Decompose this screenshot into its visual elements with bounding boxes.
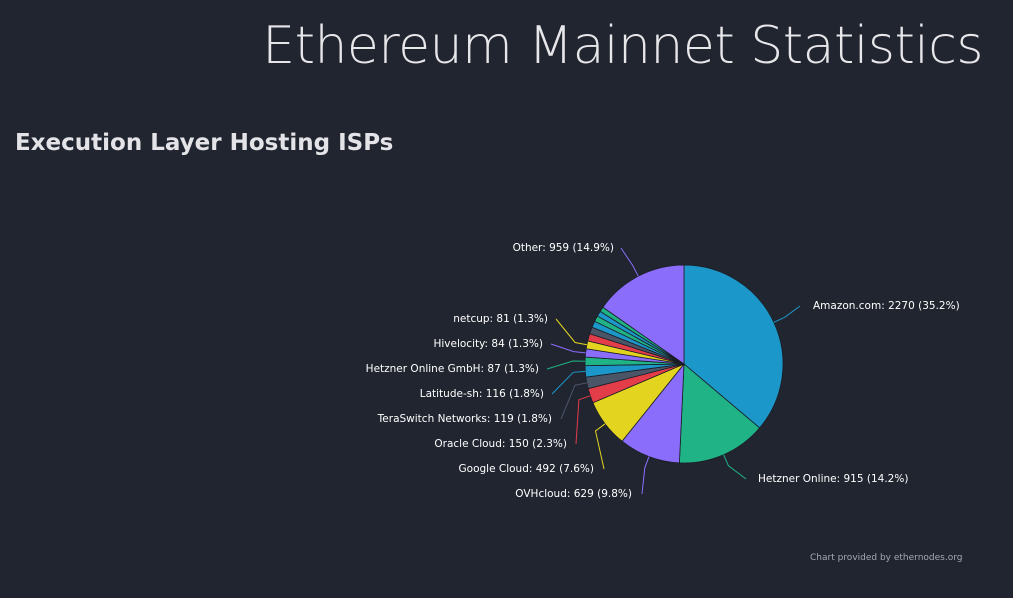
leader-line (594, 423, 606, 470)
slice-label: Google Cloud: 492 (7.6%) (459, 463, 594, 475)
pie-labels: Amazon.com: 2270 (35.2%) Hetzner Online: … (366, 242, 960, 500)
slice-label: netcup: 81 (1.3%) (453, 313, 548, 325)
pie-slices (584, 264, 784, 464)
pie-slice-hetzner-online[interactable] (678, 363, 761, 464)
slice-label: Amazon.com: 2270 (35.2%) (813, 300, 960, 312)
page-title: Ethereum Mainnet Statistics (262, 16, 983, 76)
leader-line (773, 305, 801, 323)
slice-label: Oracle Cloud: 150 (2.3%) (434, 438, 567, 450)
slice-label: Latitude-sh: 116 (1.8%) (420, 388, 544, 400)
pie-slice-amazon-com[interactable] (683, 264, 784, 429)
leader-line (723, 454, 747, 480)
slice-label: Hivelocity: 84 (1.3%) (433, 338, 543, 350)
leader-line (575, 395, 591, 445)
slice-label: TeraSwitch Networks: 119 (1.8%) (377, 413, 552, 425)
section-title: Execution Layer Hosting ISPs (15, 130, 394, 156)
slice-label: Hetzner Online GmbH: 87 (1.3%) (366, 363, 539, 375)
leader-line (641, 456, 650, 495)
slice-label: Other: 959 (14.9%) (513, 242, 614, 254)
chart-credit[interactable]: Chart provided by ethernodes.org (810, 553, 963, 563)
leader-line (551, 370, 586, 395)
leader-line (560, 382, 587, 420)
pie-leader-lines (546, 247, 801, 495)
leader-line (555, 318, 587, 346)
leader-line (620, 247, 639, 277)
slice-label: Hetzner Online: 915 (14.2%) (758, 473, 908, 485)
slice-label: OVHcloud: 629 (9.8%) (515, 488, 632, 500)
leader-line (546, 360, 586, 370)
leader-line (550, 343, 586, 354)
